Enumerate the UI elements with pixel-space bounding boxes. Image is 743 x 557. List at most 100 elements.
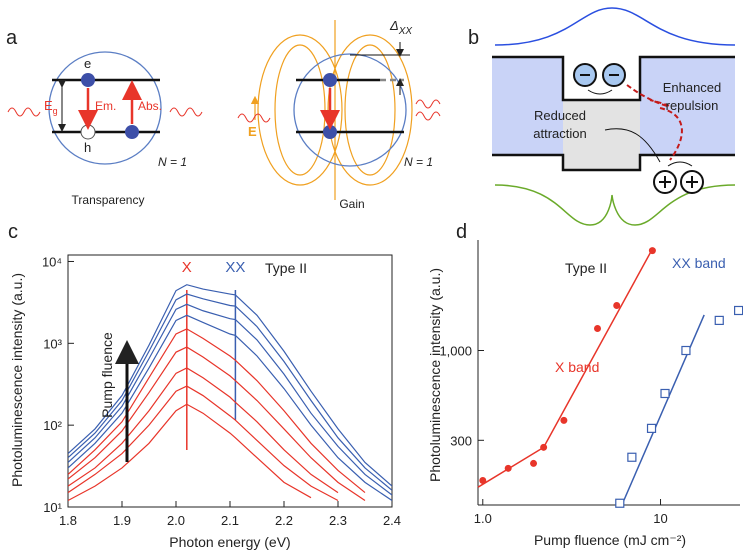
- x-tick-label: 1.9: [113, 513, 131, 528]
- photon: [237, 113, 271, 123]
- photon: [415, 111, 441, 121]
- label: Reduced: [534, 108, 586, 123]
- point: [479, 476, 487, 484]
- point: [504, 464, 512, 472]
- x-tick-label: 1.0: [474, 511, 492, 526]
- caption: Gain: [339, 197, 364, 211]
- charges: [573, 63, 704, 194]
- point: [593, 325, 601, 333]
- label: E: [248, 124, 257, 139]
- arrow: [667, 161, 693, 167]
- spectrum: [68, 303, 392, 496]
- point: [646, 423, 657, 433]
- y-tick-label: 300: [450, 433, 472, 448]
- point: [560, 416, 568, 424]
- annotation: Type II: [565, 260, 607, 276]
- spectrum: [68, 314, 392, 502]
- point: [660, 388, 670, 399]
- spectrum: [68, 385, 339, 502]
- y-axis-label: Photoluminescence intensity (a.u.): [9, 273, 25, 487]
- plot: [477, 247, 743, 508]
- label: repulsion: [666, 98, 719, 113]
- axes-box: [67, 254, 393, 508]
- point: [627, 452, 637, 462]
- spectrum: [68, 293, 392, 491]
- x-tick-label: 2.2: [275, 513, 293, 528]
- series-label: XX band: [672, 255, 726, 271]
- label: attraction: [533, 126, 586, 141]
- wavefunction: [494, 7, 736, 46]
- repulsion-arrow: [659, 107, 683, 161]
- wavefunction: [494, 184, 736, 226]
- photon: [7, 107, 41, 117]
- panel-a: a e h Eg Em. Abs. N = 1 Transparency E Δ…: [6, 18, 441, 211]
- electron: [323, 73, 337, 87]
- y-tick-label: 10³: [43, 336, 62, 351]
- x-axis-label: Photon energy (eV): [169, 534, 290, 550]
- spectrum: [68, 403, 312, 502]
- label: h: [84, 140, 91, 155]
- field-lines: [250, 20, 413, 200]
- label: N = 1: [404, 155, 433, 169]
- label: Abs.: [138, 99, 162, 113]
- annotation: Pump fluence: [99, 332, 115, 418]
- label: Enhanced: [663, 80, 722, 95]
- series-label: X band: [555, 359, 599, 375]
- annotation: Type II: [265, 260, 307, 276]
- point: [615, 498, 625, 508]
- x-tick-label: 2.3: [329, 513, 347, 528]
- point: [530, 459, 538, 467]
- x-tick-label: 1.8: [59, 513, 77, 528]
- label: N = 1: [158, 155, 187, 169]
- caption: Transparency: [72, 193, 145, 207]
- well: [563, 100, 640, 170]
- y-axis-label: Photoluminescence intensity (a.u.): [427, 268, 443, 482]
- panel-b: b Reduced attraction Enhanced repulsion: [468, 7, 736, 226]
- arrow: [604, 128, 661, 163]
- electron: [323, 125, 337, 139]
- label: Eg: [44, 98, 58, 116]
- fit-line: [621, 314, 705, 506]
- point: [681, 345, 691, 356]
- electron: [125, 125, 139, 139]
- label: Δ: [389, 18, 399, 33]
- photon: [415, 99, 441, 109]
- arrow: [587, 89, 613, 95]
- circle: [293, 53, 407, 167]
- panel-label: b: [468, 27, 479, 49]
- panel-label: d: [456, 221, 467, 243]
- label: e: [84, 56, 91, 71]
- marker-label: X: [182, 259, 192, 276]
- photon: [169, 107, 203, 117]
- circle: [48, 51, 162, 165]
- electron: [81, 73, 95, 87]
- hole: [80, 124, 96, 140]
- panel-label: c: [8, 221, 18, 243]
- point: [714, 315, 724, 326]
- marker-label: XX: [225, 259, 245, 276]
- point: [613, 301, 621, 309]
- label: Em.: [95, 99, 116, 113]
- y-tick-label: 10¹: [43, 500, 62, 515]
- point: [540, 443, 548, 451]
- y-tick-label: 10²: [43, 418, 62, 433]
- x-tick-label: 2.1: [221, 513, 239, 528]
- panel-label: a: [6, 27, 18, 49]
- label: ΔXX: [389, 18, 412, 37]
- x-tick-label: 2.0: [167, 513, 185, 528]
- spectrum: [68, 284, 392, 487]
- label: E: [44, 98, 53, 113]
- spectrum: [68, 367, 339, 494]
- x-axis-label: Pump fluence (mJ cm⁻²): [534, 532, 686, 548]
- x-tick-label: 10: [653, 511, 667, 526]
- y-tick-label: 10⁴: [42, 254, 62, 269]
- y-tick-label: 1,000: [439, 344, 472, 359]
- point: [648, 247, 656, 255]
- plot: [68, 284, 392, 502]
- label: g: [53, 106, 58, 116]
- point: [734, 305, 743, 316]
- band-edge: [492, 55, 735, 102]
- repulsion-arrow: [626, 84, 671, 108]
